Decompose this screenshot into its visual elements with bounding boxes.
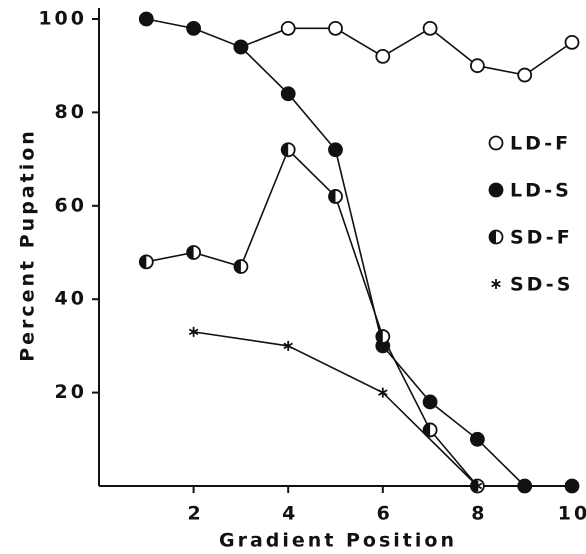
y-tick-label: 80: [55, 101, 87, 123]
marker: [488, 135, 504, 151]
marker: [283, 340, 293, 351]
marker: [280, 20, 296, 36]
marker: [564, 478, 580, 494]
marker: [488, 182, 504, 198]
circle-marker: [328, 142, 343, 158]
half-fill: [489, 230, 496, 244]
y-tick-label: 100: [38, 8, 87, 30]
circle-marker: [488, 182, 504, 198]
marker: [280, 142, 296, 158]
star-marker: [491, 279, 501, 289]
circle-marker: [488, 135, 504, 151]
half-fill: [470, 479, 478, 493]
circle-marker: [422, 20, 438, 36]
marker: [328, 142, 343, 158]
x-tick-label: 4: [282, 503, 298, 525]
marker: [375, 329, 391, 344]
half-fill: [281, 143, 289, 157]
y-axis-label: Percent Pupation: [17, 128, 39, 362]
circle-marker: [186, 20, 202, 36]
marker: [517, 67, 533, 83]
circle-marker: [422, 394, 438, 410]
x-tick-label: 8: [471, 503, 487, 525]
circle-marker: [564, 34, 580, 50]
marker: [491, 279, 501, 289]
legend-label: SD-F: [510, 227, 573, 249]
legend-label: SD-S: [510, 274, 573, 296]
x-axis-label: Gradient Position: [219, 530, 457, 552]
y-tick-label: 60: [55, 194, 87, 216]
y-tick-label: 20: [55, 381, 87, 403]
series-line: [193, 331, 478, 487]
circle-marker: [517, 67, 533, 83]
half-fill: [139, 255, 147, 269]
x-tick-label: 6: [377, 503, 393, 525]
marker: [517, 478, 533, 494]
marker: [378, 387, 388, 398]
series-line: [146, 18, 572, 487]
circle-marker: [375, 48, 391, 64]
series-line: [240, 27, 573, 76]
marker: [472, 481, 483, 491]
circle-marker: [138, 11, 154, 27]
circle-marker: [469, 431, 485, 447]
legend-label: LD-F: [510, 133, 571, 155]
marker: [233, 259, 249, 274]
marker: [328, 20, 343, 36]
marker: [469, 431, 485, 447]
star-marker: [472, 481, 483, 491]
marker: [186, 20, 202, 36]
marker: [233, 39, 249, 55]
series-line: [146, 148, 479, 487]
marker: [186, 245, 202, 260]
circle-marker: [280, 86, 296, 102]
marker: [375, 48, 391, 64]
circle-marker: [233, 39, 249, 55]
marker: [564, 34, 580, 50]
marker: [138, 11, 154, 27]
half-fill: [376, 330, 383, 344]
star-marker: [283, 340, 293, 351]
x-tick-label: 2: [187, 503, 203, 525]
y-tick-label: 40: [55, 288, 87, 310]
circle-marker: [564, 478, 580, 494]
half-fill: [423, 423, 431, 437]
circle-marker: [469, 58, 485, 74]
marker: [138, 254, 154, 270]
circle-marker: [280, 20, 296, 36]
star-marker: [188, 326, 199, 337]
marker: [469, 58, 485, 74]
marker: [422, 422, 438, 438]
circle-marker: [328, 20, 343, 36]
half-fill: [187, 246, 194, 259]
half-fill: [329, 189, 336, 203]
half-fill: [234, 260, 241, 274]
marker: [488, 229, 504, 245]
star-marker: [378, 387, 388, 398]
marker: [422, 20, 438, 36]
marker: [280, 86, 296, 102]
marker: [188, 326, 199, 337]
circle-marker: [517, 478, 533, 494]
marker: [422, 394, 438, 410]
legend-label: LD-S: [510, 180, 572, 202]
x-tick-label: 10: [558, 503, 586, 525]
marker: [328, 189, 343, 204]
